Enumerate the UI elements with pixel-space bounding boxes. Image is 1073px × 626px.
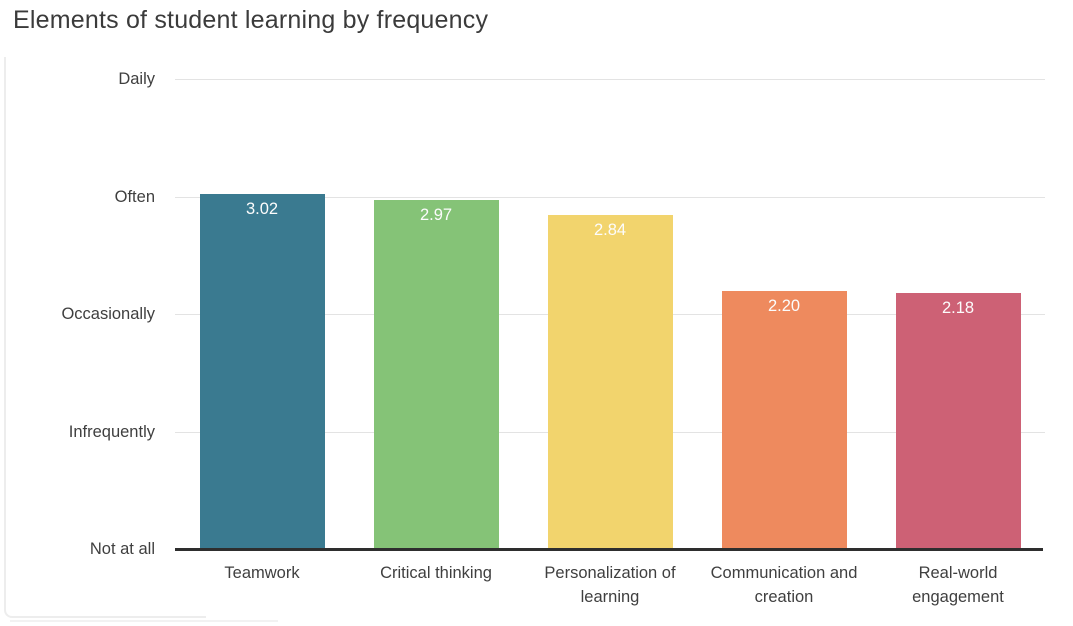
y-axis-tick-label: Infrequently	[68, 422, 155, 441]
bar: 2.84	[547, 215, 673, 548]
bar: 3.02	[199, 194, 325, 548]
bar-value-label: 2.20	[767, 296, 801, 315]
x-axis-category-label: Personalization of learning	[544, 564, 676, 606]
y-axis-tick-label: Not at all	[89, 540, 155, 558]
bar-value-label: 2.97	[419, 206, 453, 225]
y-axis-tick-label: Occasionally	[61, 305, 155, 323]
panel-shadow-line	[10, 620, 278, 622]
y-axis-tick-label: Often	[114, 187, 155, 206]
panel-border	[4, 57, 206, 618]
x-axis-category-label: Communication and creation	[710, 564, 858, 606]
bar-value-label: 2.84	[593, 221, 627, 240]
bar: 2.20	[721, 290, 847, 548]
y-axis-tick-label: Daily	[118, 70, 155, 88]
bar-value-label: 3.02	[245, 200, 279, 219]
x-axis-category-label: Critical thinking	[380, 564, 492, 582]
gridline	[175, 196, 1045, 198]
x-axis-category-label: Real-world engagement	[912, 564, 1004, 606]
bar-value-label: 2.18	[941, 298, 975, 317]
gridline	[175, 79, 1045, 80]
x-axis-category-label: Teamwork	[224, 564, 300, 582]
chart-title: Elements of student learning by frequenc…	[13, 6, 489, 34]
x-axis-line	[175, 548, 1043, 551]
bar: 2.18	[895, 292, 1021, 548]
bar: 2.97	[373, 200, 499, 548]
